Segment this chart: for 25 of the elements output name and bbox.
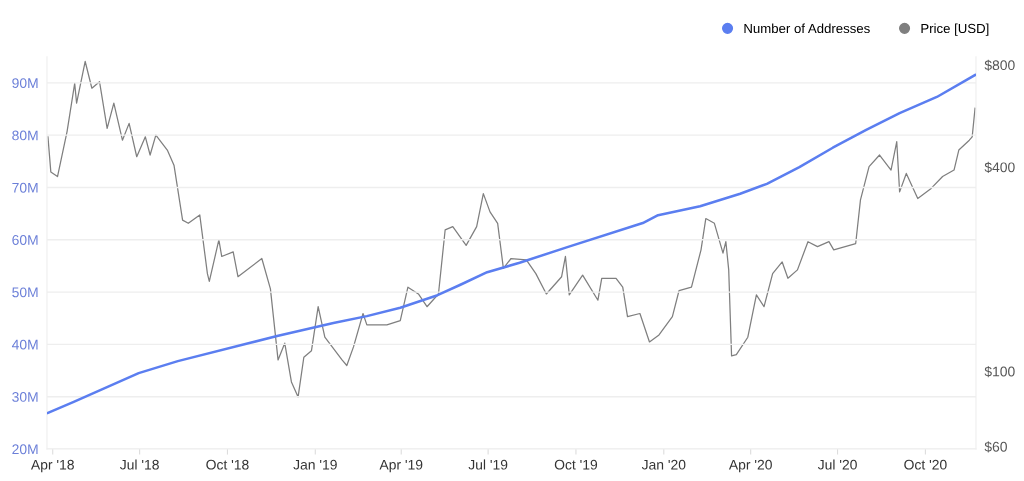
x-tick-label: Jul '19	[468, 459, 508, 470]
x-tick-label: Oct '20	[904, 459, 947, 470]
y-tick-label: 50M	[12, 287, 38, 298]
y-tick-label: 90M	[12, 78, 38, 89]
x-tick-label: Jul '18	[119, 459, 159, 470]
y-tick-label: 30M	[12, 392, 38, 402]
y2-tick-label: $100	[984, 366, 1015, 378]
y2-tick-label: $400	[984, 161, 1015, 174]
y2-tick-label: $60	[984, 441, 1007, 453]
y-tick-label: 70M	[12, 182, 38, 193]
x-tick-label: Oct '18	[206, 459, 249, 470]
x-tick-label: Jan '20	[641, 459, 686, 470]
y-tick-label: 20M	[12, 444, 38, 455]
y-tick-label: 40M	[11, 339, 38, 350]
x-tick-label: Apr '20	[728, 459, 772, 473]
y-tick-label: 60M	[12, 235, 38, 245]
x-tick-label: Jul '20	[817, 459, 857, 470]
x-tick-label: Oct '19	[554, 459, 598, 470]
legend-label: Price [USD]	[921, 23, 989, 36]
y-tick-label: 80M	[12, 130, 38, 141]
y2-tick-label: $800	[984, 59, 1015, 71]
x-tick-label: Jan '19	[293, 459, 337, 470]
x-tick-label: Apr '18	[30, 459, 74, 473]
x-tick-label: Apr '19	[379, 459, 423, 473]
legend-label: Number of Addresses	[744, 23, 870, 34]
